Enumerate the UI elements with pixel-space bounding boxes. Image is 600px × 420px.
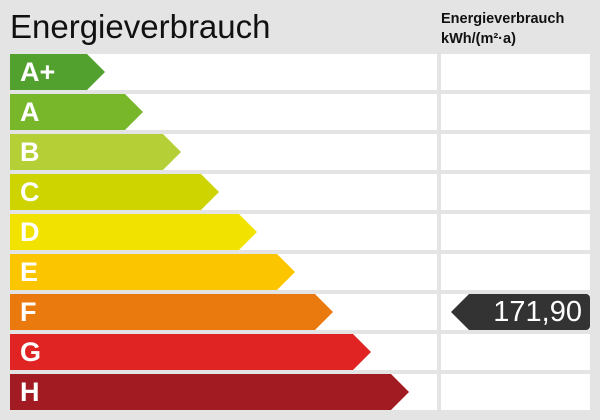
class-label: F [20,297,37,327]
class-row-c: C [10,174,437,210]
class-arrow: H [10,374,409,410]
class-row-b: B [10,134,437,170]
value-marker: 171,90 [451,294,590,330]
value-cell [441,374,590,410]
value-text: 171,90 [493,296,582,328]
column-unit: kWh/(m²·a) [441,31,516,47]
value-cell [441,334,590,370]
value-cell [441,134,590,170]
class-label: C [20,177,40,207]
class-arrow: D [10,214,257,250]
class-label: G [20,337,42,367]
class-label: D [20,217,40,247]
value-cell [441,254,590,290]
class-row-d: D [10,214,437,250]
class-label: H [20,377,40,407]
class-row-aplus: A+ [10,54,437,90]
page-title: Energieverbrauch [10,8,271,45]
value-cell [441,54,590,90]
class-arrow: C [10,174,219,210]
class-label: B [20,137,40,167]
class-row-a: A [10,94,437,130]
class-arrow: B [10,134,181,170]
value-cell [441,94,590,130]
class-arrow: A [10,94,143,130]
class-label: A+ [20,57,56,87]
column-title: Energieverbrauch [441,11,565,27]
value-cell [441,174,590,210]
class-row-f: F [10,294,437,330]
class-row-e: E [10,254,437,290]
class-label: E [20,257,39,287]
value-cell [441,214,590,250]
class-arrow: G [10,334,371,370]
class-arrow: E [10,254,295,290]
class-row-g: G [10,334,437,370]
column-header: Energieverbrauch kWh/(m²·a) [441,9,564,49]
class-row-h: H [10,374,437,410]
class-label: A [20,97,40,127]
class-arrow: F [10,294,333,330]
class-arrow: A+ [10,54,105,90]
